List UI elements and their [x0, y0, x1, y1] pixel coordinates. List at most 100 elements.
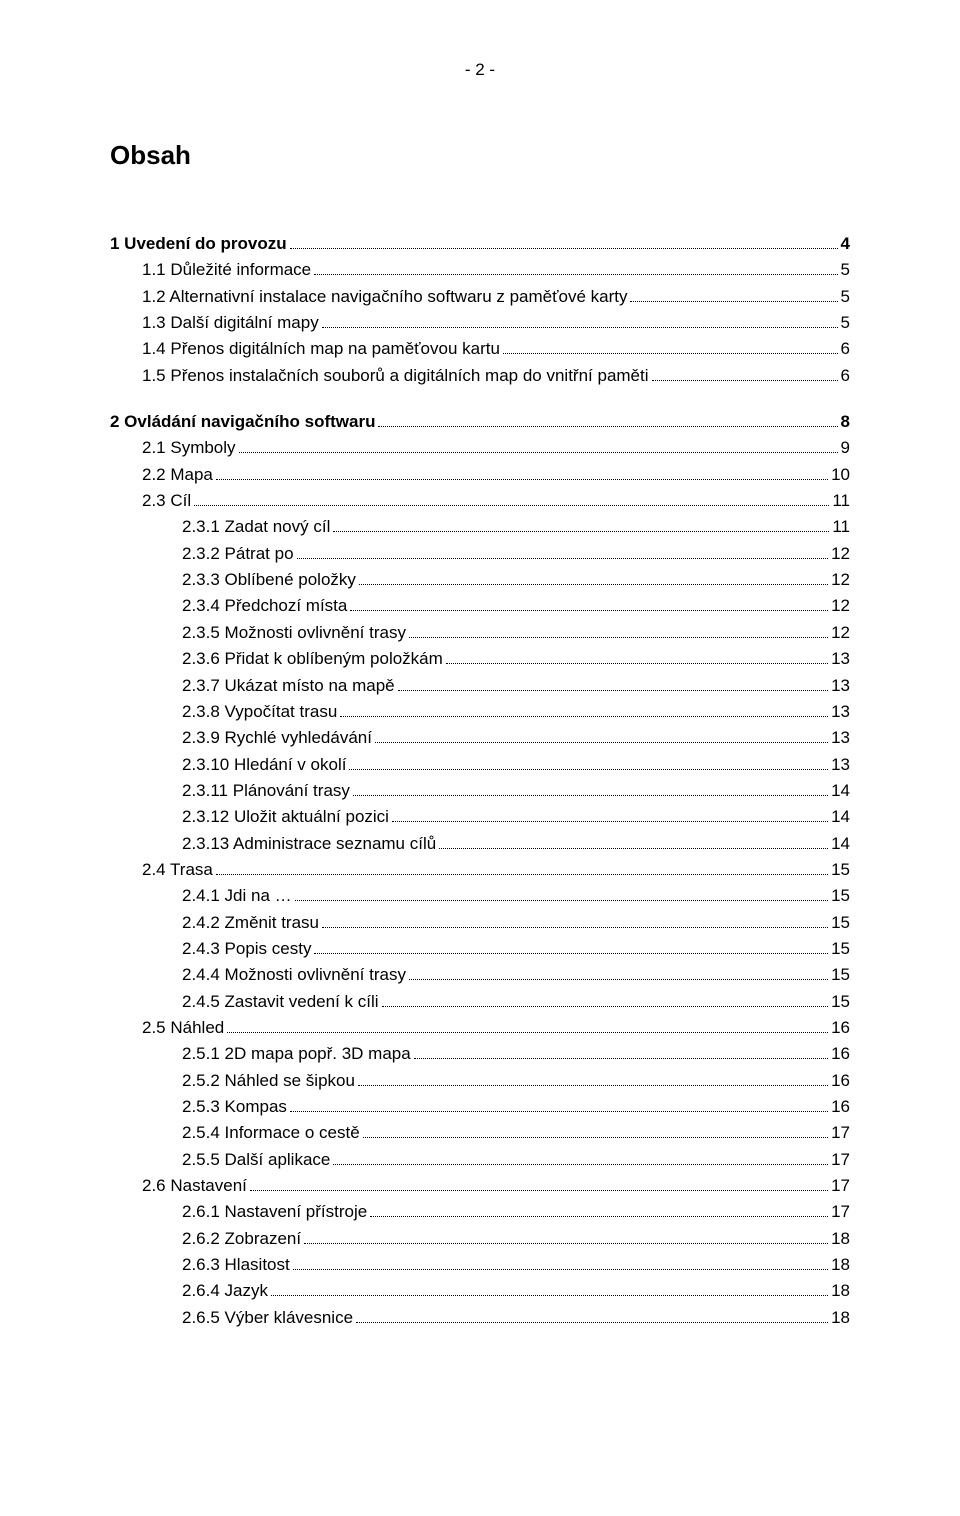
toc-entry-page: 17: [831, 1199, 850, 1225]
toc-entry-label: 1.2 Alternativní instalace navigačního s…: [142, 284, 627, 310]
toc-leader: [503, 338, 838, 354]
toc-entry-page: 6: [841, 363, 850, 389]
toc-leader: [353, 780, 828, 796]
toc-entry: 2.3.9 Rychlé vyhledávání13: [110, 725, 850, 751]
toc-entry: 2.4.2 Změnit trasu 15: [110, 910, 850, 936]
toc-leader: [382, 990, 829, 1006]
toc-entry-page: 17: [831, 1147, 850, 1173]
toc-entry-label: 2.4.5 Zastavit vedení k cíli: [182, 989, 379, 1015]
toc-entry-label: 2.5 Náhled: [142, 1015, 224, 1041]
toc-entry-page: 15: [831, 962, 850, 988]
toc-entry: 2.3.8 Vypočítat trasu13: [110, 699, 850, 725]
toc-entry-page: 17: [831, 1120, 850, 1146]
toc-leader: [398, 674, 828, 690]
toc-entry: 2.6.2 Zobrazení 18: [110, 1226, 850, 1252]
toc-entry-label: 2.4.3 Popis cesty: [182, 936, 311, 962]
toc-entry-label: 2.3.1 Zadat nový cíl: [182, 514, 330, 540]
toc-entry-page: 15: [831, 936, 850, 962]
toc-entry-label: 2.5.5 Další aplikace: [182, 1147, 330, 1173]
toc-entry: 2.3.12 Uložit aktuální pozici 14: [110, 804, 850, 830]
toc-leader: [375, 727, 828, 743]
toc-entry-page: 5: [841, 284, 850, 310]
toc-entry-page: 14: [831, 804, 850, 830]
toc-entry: 2.6.1 Nastavení přístroje17: [110, 1199, 850, 1225]
toc-entry-page: 15: [831, 857, 850, 883]
toc-leader: [333, 1148, 828, 1164]
toc-entry: 2.5.2 Náhled se šipkou16: [110, 1068, 850, 1094]
toc-leader: [216, 463, 828, 479]
toc-entry-label: 2.4.2 Změnit trasu: [182, 910, 319, 936]
toc-leader: [359, 569, 828, 585]
toc-entry-label: 2.5.1 2D mapa popř. 3D mapa: [182, 1041, 411, 1067]
toc-entry-label: 1.5 Přenos instalačních souborů a digitá…: [142, 363, 649, 389]
toc-entry: 2 Ovládání navigačního softwaru8: [110, 409, 850, 435]
toc-entry-page: 17: [831, 1173, 850, 1199]
toc-entry-page: 16: [831, 1094, 850, 1120]
toc-entry-page: 14: [831, 778, 850, 804]
toc-entry: 2.3.11 Plánování trasy 14: [110, 778, 850, 804]
toc-entry-page: 12: [831, 620, 850, 646]
toc-entry-label: 2.6 Nastavení: [142, 1173, 247, 1199]
toc-leader: [314, 938, 828, 954]
toc-entry: 2.3.7 Ukázat místo na mapě13: [110, 673, 850, 699]
toc-entry-page: 13: [831, 646, 850, 672]
toc-leader: [216, 859, 828, 875]
toc-leader: [333, 516, 829, 532]
toc-entry-label: 2.4.4 Možnosti ovlivnění trasy: [182, 962, 406, 988]
toc-entry-page: 18: [831, 1278, 850, 1304]
toc-section-gap: [110, 389, 850, 409]
toc-entry-label: 2.6.2 Zobrazení: [182, 1226, 301, 1252]
toc-entry-page: 15: [831, 910, 850, 936]
toc-entry-label: 2.6.4 Jazyk: [182, 1278, 268, 1304]
toc-leader: [227, 1017, 828, 1033]
toc-entry-label: 2.5.4 Informace o cestě: [182, 1120, 360, 1146]
toc-entry: 1.4 Přenos digitálních map na paměťovou …: [110, 336, 850, 362]
toc-entry-page: 16: [831, 1041, 850, 1067]
toc-entry: 2.5.4 Informace o cestě 17: [110, 1120, 850, 1146]
toc-entry-label: 2.3.12 Uložit aktuální pozici: [182, 804, 389, 830]
toc-leader: [358, 1069, 828, 1085]
toc-entry-page: 18: [831, 1305, 850, 1331]
toc-entry: 2.5.5 Další aplikace 17: [110, 1147, 850, 1173]
toc-leader: [439, 832, 828, 848]
toc-entry-page: 4: [841, 231, 850, 257]
toc-leader: [194, 490, 829, 506]
toc-entry-page: 10: [831, 462, 850, 488]
toc-entry: 2.3.3 Oblíbené položky12: [110, 567, 850, 593]
toc-entry-label: 2.4.1 Jdi na …: [182, 883, 292, 909]
toc-entry: 2.2 Mapa 10: [110, 462, 850, 488]
toc-leader: [414, 1043, 828, 1059]
toc-entry-page: 15: [831, 883, 850, 909]
toc-entry-label: 2.3.4 Předchozí místa: [182, 593, 347, 619]
toc-entry-label: 2.5.3 Kompas: [182, 1094, 287, 1120]
toc-entry-label: 2.3.7 Ukázat místo na mapě: [182, 673, 395, 699]
toc-entry: 2.5.1 2D mapa popř. 3D mapa 16: [110, 1041, 850, 1067]
toc-entry-page: 15: [831, 989, 850, 1015]
toc-entry: 2.4.5 Zastavit vedení k cíli 15: [110, 989, 850, 1015]
toc-leader: [250, 1175, 828, 1191]
toc-entry-page: 18: [831, 1226, 850, 1252]
toc-entry-label: 2.3.10 Hledání v okolí: [182, 752, 346, 778]
toc-entry-label: 2.2 Mapa: [142, 462, 213, 488]
toc-entry: 2.4.4 Možnosti ovlivnění trasy 15: [110, 962, 850, 988]
toc-entry-page: 13: [831, 752, 850, 778]
toc-entry-label: 1.3 Další digitální mapy: [142, 310, 319, 336]
toc-entry-label: 2.6.5 Výber klávesnice: [182, 1305, 353, 1331]
toc-title: Obsah: [110, 140, 850, 171]
toc-entry: 2.4.1 Jdi na … 15: [110, 883, 850, 909]
toc-entry: 2.3.2 Pátrat po12: [110, 541, 850, 567]
toc-entry-page: 5: [841, 257, 850, 283]
toc-leader: [290, 1096, 828, 1112]
toc-leader: [652, 364, 838, 380]
table-of-contents: 1 Uvedení do provozu41.1 Důležité inform…: [110, 231, 850, 1331]
toc-entry-label: 2.3.11 Plánování trasy: [182, 778, 350, 804]
toc-leader: [630, 285, 837, 301]
toc-entry-page: 11: [832, 488, 850, 514]
toc-leader: [271, 1280, 828, 1296]
toc-entry-label: 2.3.3 Oblíbené položky: [182, 567, 356, 593]
toc-entry: 1.2 Alternativní instalace navigačního s…: [110, 284, 850, 310]
toc-entry: 2.6 Nastavení 17: [110, 1173, 850, 1199]
toc-leader: [322, 911, 828, 927]
toc-leader: [297, 542, 829, 558]
toc-entry-label: 2.3.2 Pátrat po: [182, 541, 294, 567]
